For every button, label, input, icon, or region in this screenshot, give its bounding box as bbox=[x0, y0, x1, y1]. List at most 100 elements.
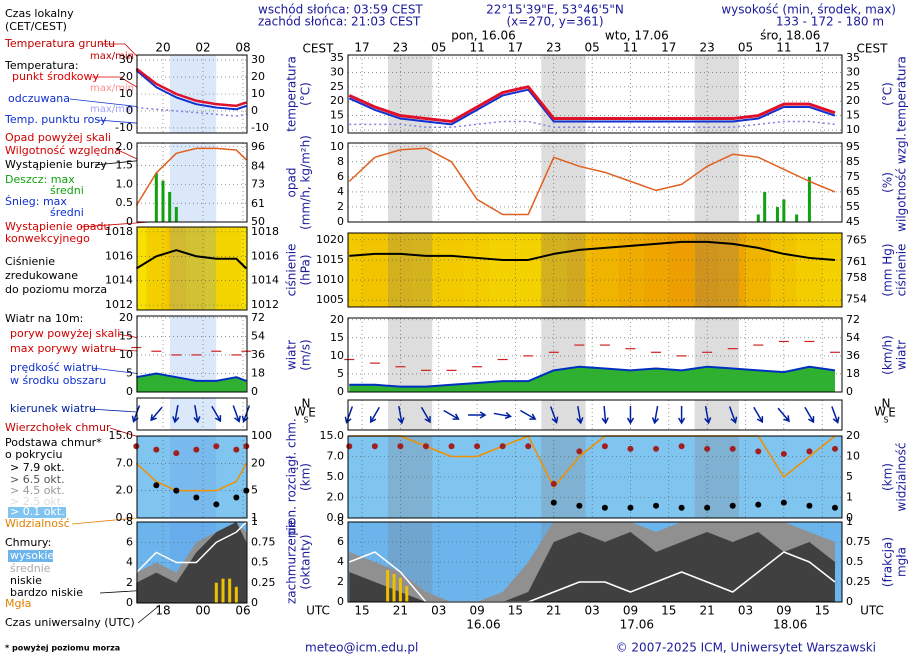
legend-text: o pokryciu bbox=[5, 448, 62, 461]
dot bbox=[806, 448, 813, 455]
pressure-strip bbox=[362, 233, 388, 307]
y-tick-label: 1012 bbox=[251, 298, 279, 311]
dot bbox=[755, 501, 762, 508]
legend-text: Wiatr na 10m: bbox=[5, 312, 83, 325]
x2-tick-label: 18 bbox=[155, 604, 170, 618]
y-tick-label: 15.0 bbox=[109, 429, 134, 442]
y2-axis-label: (%) bbox=[881, 172, 895, 193]
line bbox=[135, 67, 247, 108]
y2-tick-label: 75 bbox=[846, 170, 860, 183]
y-axis-label: (km) bbox=[299, 463, 313, 491]
dot bbox=[474, 443, 481, 450]
panel-frame bbox=[136, 54, 248, 134]
wind-arrow bbox=[211, 405, 222, 423]
y-tick-label: 30 bbox=[330, 65, 344, 78]
y2-tick-label: 0 bbox=[846, 511, 853, 524]
legend-text: Ciśnienie bbox=[5, 255, 55, 268]
compass-letter: E bbox=[308, 406, 316, 420]
x-tick-label: 05 bbox=[584, 41, 599, 55]
dot bbox=[653, 445, 660, 452]
y-tick-label: 6 bbox=[126, 535, 133, 548]
panel-frame bbox=[347, 54, 843, 134]
x-tick-label: 23 bbox=[546, 41, 561, 55]
dot bbox=[525, 443, 532, 450]
y2-tick-label: 73 bbox=[251, 177, 265, 190]
dot bbox=[153, 446, 160, 453]
legend-text: Chmury: bbox=[5, 536, 51, 549]
y-tick-label: 1.5 bbox=[116, 159, 134, 172]
y-tick-label: 0 bbox=[126, 215, 133, 228]
area bbox=[349, 366, 835, 392]
x-tick-label: 17 bbox=[508, 41, 523, 55]
legend-text: kierunek wiatru bbox=[10, 402, 96, 415]
wind-arrow bbox=[369, 406, 380, 424]
x-tick-label: 02 bbox=[195, 41, 210, 55]
y2-tick-label: 95 bbox=[846, 140, 860, 153]
line bbox=[349, 120, 836, 128]
y-tick-label: 1.0 bbox=[116, 177, 134, 190]
bar bbox=[174, 206, 178, 222]
y2-axis-label: (°C) bbox=[881, 82, 895, 106]
dot bbox=[653, 502, 660, 509]
dot bbox=[173, 487, 180, 494]
y2-tick-label: 0.25 bbox=[846, 575, 871, 588]
wind-arrow bbox=[420, 406, 431, 424]
tz-top: CEST bbox=[303, 42, 335, 56]
pressure-strip bbox=[146, 227, 167, 310]
bar bbox=[756, 214, 760, 222]
y2-tick-label: 36 bbox=[251, 348, 265, 361]
y-axis-label: (m/s) bbox=[299, 339, 313, 370]
line bbox=[348, 88, 836, 126]
wind-arrow bbox=[728, 406, 738, 424]
x-tick-label: 11 bbox=[623, 41, 638, 55]
x-tick-label: 11 bbox=[776, 41, 791, 55]
y2-tick-label: 96 bbox=[251, 140, 265, 153]
panel-frame bbox=[136, 521, 248, 604]
legend-text: max/min bbox=[90, 104, 134, 115]
legend-text: (CET/CEST) bbox=[5, 20, 67, 33]
legend-text: konwekcyjnego bbox=[5, 232, 90, 245]
y2-tick-label: 18 bbox=[251, 366, 265, 379]
y2-tick-label: 100 bbox=[251, 429, 272, 442]
y-tick-label: 2.0 bbox=[327, 491, 345, 504]
y2-tick-label: 0 bbox=[846, 385, 853, 398]
dot bbox=[213, 443, 220, 450]
y-tick-label: 0 bbox=[337, 215, 344, 228]
day-label: 16.06 bbox=[466, 618, 500, 632]
legend-text: > 6.5 okt. bbox=[10, 473, 65, 486]
legend-text: zredukowane bbox=[5, 269, 78, 282]
dot bbox=[243, 487, 250, 494]
pressure-strip bbox=[592, 233, 618, 307]
y2-tick-label: 1 bbox=[846, 515, 853, 528]
day-label: 17.06 bbox=[620, 618, 654, 632]
pressure-strip bbox=[566, 233, 593, 307]
compass-letter: S bbox=[303, 416, 308, 425]
night-band bbox=[541, 400, 586, 430]
y-tick-label: 20 bbox=[119, 311, 133, 324]
y2-axis-label: (km) bbox=[881, 463, 895, 491]
y2-tick-label: 0.5 bbox=[251, 556, 269, 569]
legend: Czas lokalny (CET/CEST) Temperatura grun… bbox=[4, 7, 181, 629]
pressure-strip bbox=[166, 227, 187, 310]
y2-tick-label: 1 bbox=[251, 511, 258, 524]
legend-text: > 4.5 okt. bbox=[10, 484, 65, 497]
night-band bbox=[694, 143, 739, 222]
dot bbox=[133, 443, 140, 450]
wind-arrow bbox=[150, 406, 163, 422]
panel-background bbox=[348, 400, 842, 430]
y-tick-label: 30 bbox=[846, 65, 860, 78]
y2-tick-label: 0 bbox=[251, 385, 258, 398]
wind-arrow bbox=[520, 409, 537, 420]
legend-text: odczuwana bbox=[8, 92, 70, 105]
y2-tick-label: 50 bbox=[251, 215, 265, 228]
legend-text: Temperatura: bbox=[4, 59, 79, 72]
bar bbox=[405, 586, 409, 602]
dot bbox=[678, 443, 685, 450]
y-axis-label: (hPa) bbox=[299, 254, 313, 285]
line bbox=[135, 521, 247, 574]
line bbox=[136, 106, 247, 117]
wind-arrow bbox=[193, 405, 201, 424]
x-tick-label: 05 bbox=[431, 41, 446, 55]
panel-frame bbox=[136, 226, 248, 311]
